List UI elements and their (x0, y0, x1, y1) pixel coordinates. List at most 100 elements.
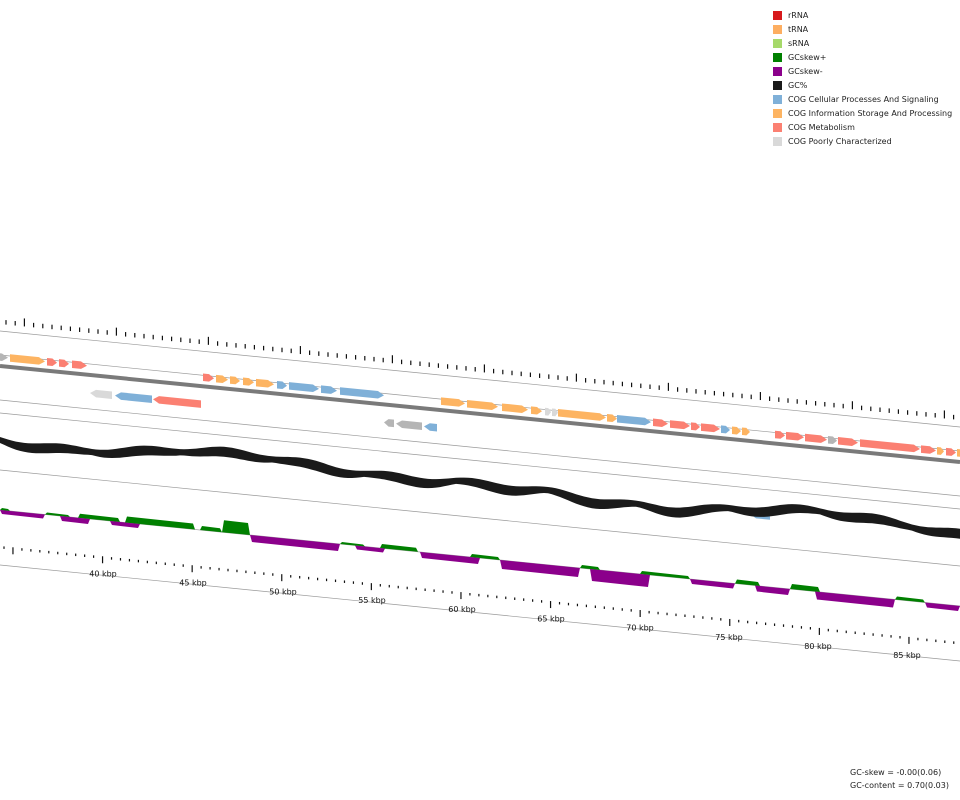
gc-skew-stat: GC-skew = -0.00(0.06) (850, 768, 942, 777)
gene-arrow (617, 414, 651, 426)
scale-tick-label: 40 kbp (89, 569, 117, 578)
gc-swatch-icon (773, 80, 782, 90)
gene-arrow (545, 407, 551, 416)
scale-tick-label: 70 kbp (626, 624, 654, 633)
gene-arrow (340, 387, 384, 399)
legend-item-trna: tRNA (773, 22, 952, 36)
gc-skew-positive (790, 584, 820, 592)
gc-skew-negative (925, 602, 960, 611)
gc-skew-negative (755, 585, 790, 595)
gc-skew-negative (0, 510, 45, 519)
legend-label: GCskew- (788, 66, 823, 76)
gene-arrow (775, 430, 785, 439)
gene-arrow (256, 378, 274, 388)
track-guide-line (0, 399, 960, 497)
gene-arrow (558, 409, 606, 421)
cog-metabolism-swatch-icon (773, 122, 782, 132)
gc-skew-positive (470, 554, 500, 560)
gene-arrow (860, 439, 920, 453)
gc-skew-positive (125, 516, 195, 530)
trna-swatch-icon (773, 24, 782, 34)
gene-arrow (502, 403, 528, 413)
gc-skew-negative (815, 591, 895, 608)
scale-ruler: 40 kbp 45 kbp 50 kbp 55 kbp 60 kbp 65 kbp 70 k… (3, 546, 955, 660)
legend-label: COG Information Storage And Processing (788, 108, 953, 118)
scale-tick-label: 45 kbp (179, 578, 207, 587)
legend-item-cog-cellular: COG Cellular Processes And Signaling (773, 92, 952, 106)
gc-content-profile (0, 437, 960, 539)
gene-arrow (90, 389, 112, 399)
legend-item-gcskew-pos: GCskew+ (773, 50, 952, 64)
cog-information-swatch-icon (773, 108, 782, 118)
gc-skew-positive (380, 544, 418, 552)
gene-arrow (742, 427, 750, 436)
legend-item-gcskew-neg: GCskew- (773, 64, 952, 78)
gene-arrow (552, 408, 558, 417)
gc-skew-positive (45, 512, 70, 517)
gene-arrow (946, 447, 956, 456)
track-guide-line (0, 469, 960, 567)
backbone-line (0, 364, 960, 464)
cog-poor-swatch-icon (773, 136, 782, 146)
gene-arrow (0, 353, 8, 361)
track-guide-line (0, 564, 960, 662)
gene-arrow (653, 418, 668, 427)
gene-arrow (384, 419, 394, 428)
gc-skew-negative (420, 552, 480, 564)
gc-skew-negative (690, 579, 735, 589)
gene-arrow (691, 422, 700, 431)
gene-arrow (441, 397, 465, 407)
gene-arrow (424, 423, 437, 432)
gene-arrow (243, 377, 254, 386)
gc-skew-negative (110, 521, 140, 528)
legend-label: COG Cellular Processes And Signaling (788, 94, 939, 104)
gene-arrow (153, 396, 201, 408)
legend-item-cog-information: COG Information Storage And Processing (773, 106, 952, 120)
gc-skew-positive (200, 526, 222, 533)
gene-arrow (277, 380, 287, 389)
gc-content-track (0, 437, 960, 539)
gene-arrow (838, 437, 858, 446)
legend-item-cog-poor: COG Poorly Characterized (773, 134, 952, 148)
legend-item-cog-metabolism: COG Metabolism (773, 120, 952, 134)
scale-tick-label: 85 kbp (893, 651, 921, 660)
srna-swatch-icon (773, 38, 782, 48)
legend-label: GC% (788, 80, 808, 90)
gc-skew-negative (590, 569, 650, 587)
gene-arrow (115, 392, 152, 403)
gene-arrow (321, 385, 337, 394)
rrna-swatch-icon (773, 10, 782, 20)
track-guide-line (0, 330, 960, 428)
legend-item-srna: sRNA (773, 36, 952, 50)
legend-label: tRNA (788, 24, 809, 34)
stats-panel: GC-skew = -0.00(0.06) GC-content = 0.70(… (850, 766, 949, 792)
scale-tick-label: 50 kbp (269, 587, 297, 596)
gene-arrow (203, 373, 214, 382)
gc-content-stat: GC-content = 0.70(0.03) (850, 781, 949, 790)
gene-arrow (10, 354, 45, 365)
legend: rRNA tRNA sRNA GCskew+ GCskew- GC% COG C… (773, 8, 952, 148)
gene-arrow (230, 376, 240, 385)
gene-arrow (216, 374, 228, 384)
gene-arrow (47, 357, 57, 366)
gene-arrow (786, 431, 804, 441)
gc-skew-negative (250, 535, 340, 551)
gc-skew-negative (355, 545, 385, 553)
gene-arrow (721, 425, 730, 434)
gene-arrow (805, 433, 827, 443)
gcskew-neg-swatch-icon (773, 66, 782, 76)
backbone-track (0, 364, 960, 464)
gene-arrow (396, 420, 422, 430)
gc-skew-track (0, 508, 960, 611)
gc-skew-positive (895, 596, 925, 603)
cog-cellular-swatch-icon (773, 94, 782, 104)
legend-label: sRNA (788, 38, 810, 48)
legend-item-gc: GC% (773, 78, 952, 92)
gc-skew-positive (222, 520, 250, 535)
gc-skew-negative (60, 516, 90, 524)
legend-label: rRNA (788, 10, 809, 20)
gene-features (0, 353, 960, 520)
gcskew-pos-swatch-icon (773, 52, 782, 62)
gene-arrow (957, 448, 960, 457)
